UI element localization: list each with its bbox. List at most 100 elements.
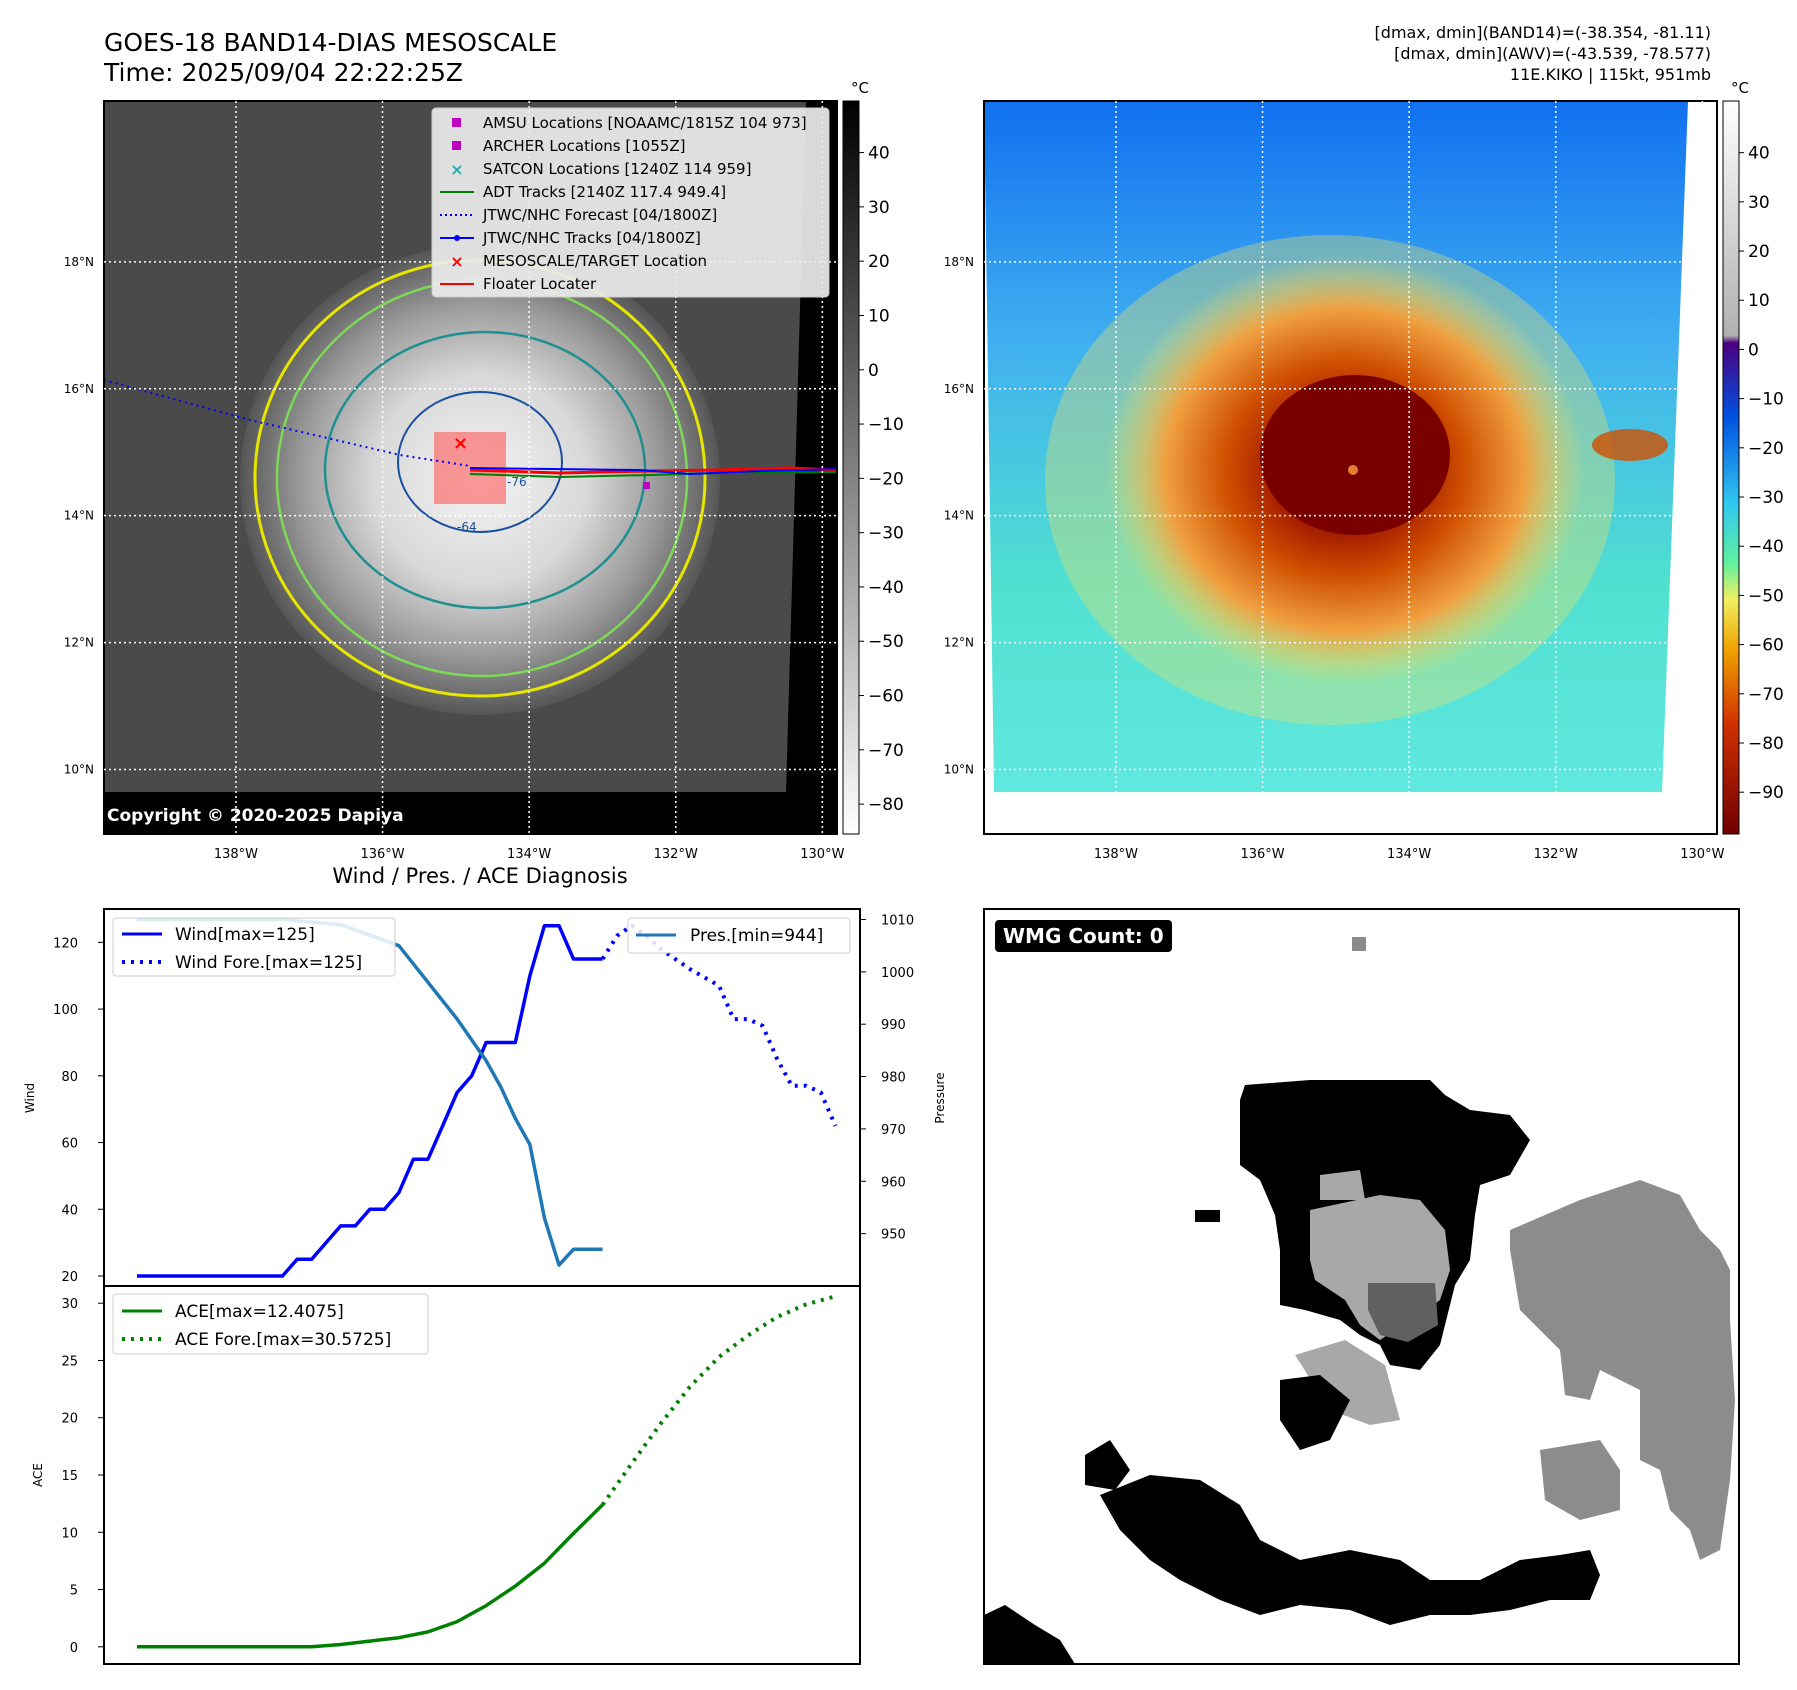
legend-label: Floater Locater <box>483 275 597 293</box>
figure-header: GOES-18 BAND14-DIAS MESOSCALE Time: 2025… <box>104 28 557 88</box>
pressure-axis-label: Pressure <box>933 1072 947 1123</box>
pressure-tick-label: 990 <box>881 1018 906 1033</box>
color-map-panel: 18°N 16°N 14°N 12°N 10°N 138°W 136°W 134°W 132°… <box>944 100 1725 862</box>
jtwc-track <box>469 467 837 476</box>
adt-track <box>469 471 837 479</box>
wmg-gray-east-low <box>1540 1440 1620 1520</box>
colorbar-tick-label: 30 <box>868 198 890 218</box>
lat-label: 10°N <box>64 763 94 777</box>
forecast-track <box>104 379 471 467</box>
legend-marker: × <box>450 160 463 179</box>
colorbar-gray: °C 40 30 20 10 0 −10 −20 −30 −40 −50 −60 −70 −80 <box>842 79 904 835</box>
wmg-core <box>1368 1283 1438 1342</box>
colorbar2-unit: °C <box>1731 79 1749 97</box>
longitude-labels-2: 138°W 136°W 134°W 132°W 130°W <box>1094 847 1725 862</box>
colorbar-gray-bar <box>842 100 860 835</box>
pressure-tick-label: 970 <box>881 1123 906 1138</box>
colorbar-tick-label: −30 <box>1748 488 1784 508</box>
lon-label: 136°W <box>1240 847 1284 862</box>
colorbar-tick-label: 10 <box>868 306 890 326</box>
lon-label: 136°W <box>360 847 404 862</box>
wind-axis-label: Wind <box>23 1083 37 1113</box>
colorbar-tick-label: −20 <box>1748 439 1784 459</box>
wmg-gray-lower <box>1295 1340 1400 1425</box>
wmg-gray-patch <box>1320 1170 1365 1200</box>
wind-tick-label: 100 <box>53 1003 78 1018</box>
figure-stats: [dmax, dmin](BAND14)=(-38.354, -81.11) [… <box>1375 22 1711 85</box>
colorbar-tick-label: 30 <box>1748 193 1770 213</box>
lon-label: 132°W <box>1534 847 1578 862</box>
colorbar-tick-label: 40 <box>868 144 890 164</box>
wmg-cold-band <box>1100 1475 1600 1625</box>
lat-label: 14°N <box>64 509 94 523</box>
map-frame <box>103 100 838 835</box>
pressure-tick-label: 950 <box>881 1228 906 1243</box>
legend-pressure: Pres.[min=944] <box>690 926 823 946</box>
colorbar-tick-label: 0 <box>868 361 879 381</box>
contour-blue <box>397 391 563 533</box>
colorbar-tick-label: −50 <box>1748 586 1784 606</box>
legend-label: AMSU Locations [NOAAMC/1815Z 104 973] <box>483 114 807 132</box>
colorbar-tick-label: −50 <box>868 632 904 652</box>
colorbar-tick-label: −10 <box>868 415 904 435</box>
wmg-count-badge: WMG Count: 0 <box>995 920 1172 952</box>
legend-label: ADT Tracks [2140Z 117.4 949.4] <box>483 183 726 201</box>
colorbar-tick-label: −30 <box>868 524 904 544</box>
colorbar-tick-label: 10 <box>1748 291 1770 311</box>
latitude-labels: 18°N 16°N 14°N 12°N 10°N <box>64 255 94 777</box>
colorbar-tick-label: −60 <box>868 687 904 707</box>
lat-label: 10°N <box>944 763 974 777</box>
colorbar-tick-label: −70 <box>868 741 904 761</box>
legend-label: ARCHER Locations [1055Z] <box>483 137 686 155</box>
wind-tick-label: 120 <box>53 936 78 951</box>
wmg-cold-west <box>1085 1440 1130 1490</box>
cloud-cluster <box>1592 429 1668 461</box>
legend-wind-forecast: Wind Fore.[max=125] <box>175 953 362 973</box>
wmg-panel <box>983 908 1740 1665</box>
pressure-tick-label: 980 <box>881 1071 906 1086</box>
ace-tick-label: 15 <box>61 1469 78 1484</box>
lon-label: 134°W <box>1387 847 1431 862</box>
stats-awv: [dmax, dmin](AWV)=(-43.539, -78.577) <box>1394 44 1711 63</box>
lat-label: 12°N <box>944 636 974 650</box>
lon-label: 138°W <box>214 847 258 862</box>
amsu-marker <box>643 482 650 489</box>
legend-label: MESOSCALE/TARGET Location <box>483 252 707 270</box>
wind-tick-label: 40 <box>61 1203 78 1218</box>
ir-map-panel: × -64 -76 18°N 16°N 14°N 12°N 10°N 138°W 136°… <box>64 100 845 862</box>
legend-label: JTWC/NHC Forecast [04/1800Z] <box>482 206 717 224</box>
wmg-gray-dot <box>1352 937 1366 951</box>
colorbar-tick-label: −80 <box>868 795 904 815</box>
ace-axis-label: ACE <box>31 1463 45 1487</box>
lat-label: 14°N <box>944 509 974 523</box>
legend-box <box>431 107 830 298</box>
colorbar-color-bar <box>1722 100 1740 835</box>
colorbar-tick-label: −40 <box>1748 537 1784 557</box>
storm-eye <box>1348 465 1358 475</box>
wmg-cold-dot <box>1195 1210 1220 1222</box>
ace-tick-label: 0 <box>70 1641 78 1656</box>
contour-label: -76 <box>507 475 527 489</box>
legend-marker-dot <box>454 235 460 241</box>
colorbar-color: °C 40 30 20 10 0 −10 −20 −30 −40 −50 −60 −70 −80 −90 <box>1722 79 1784 835</box>
wind-pressure-chart: 20 40 60 80 100 120 950 960 970 980 990 1000 1010 W… <box>23 908 947 1287</box>
contour-label: -64 <box>457 520 477 534</box>
map-gridlines <box>104 101 837 834</box>
wmg-cold-corner <box>984 1605 1075 1664</box>
figure-title: GOES-18 BAND14-DIAS MESOSCALE <box>104 28 558 57</box>
ace-tick-label: 5 <box>70 1584 78 1599</box>
ace-series-line-1 <box>600 1294 836 1506</box>
wmg-pixels <box>984 937 1735 1664</box>
lat-label: 12°N <box>64 636 94 650</box>
ace-tick-label: 20 <box>61 1412 78 1427</box>
latitude-labels-2: 18°N 16°N 14°N 12°N 10°N <box>944 255 974 777</box>
colorbar-unit: °C <box>851 79 869 97</box>
wmg-gray-east <box>1510 1180 1735 1560</box>
wmg-frame <box>983 908 1740 1665</box>
ace-tick-label: 30 <box>61 1297 78 1312</box>
map2-gridlines <box>984 101 1717 834</box>
colorbar-tick-label: −20 <box>868 469 904 489</box>
colorbar-tick-label: −10 <box>1748 390 1784 410</box>
series-line-0 <box>137 923 603 1278</box>
